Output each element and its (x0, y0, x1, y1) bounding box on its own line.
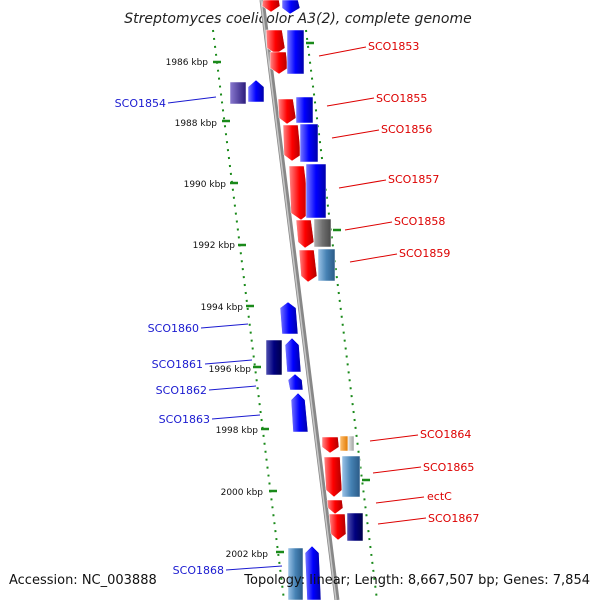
gene-arrow[interactable] (290, 392, 309, 433)
gene-arrow[interactable] (288, 165, 311, 221)
gene-box[interactable] (346, 512, 364, 542)
leader-line (326, 97, 375, 107)
gene-box[interactable] (229, 81, 247, 105)
leader-line (208, 385, 257, 391)
gene-label-left[interactable]: SCO1860 (148, 322, 199, 335)
gene-label-left[interactable]: SCO1868 (173, 564, 224, 577)
gene-box[interactable] (265, 339, 283, 376)
leader-line (211, 414, 261, 420)
leader-line (204, 359, 253, 365)
leader-line (338, 179, 387, 189)
leader-line (369, 434, 419, 442)
gene-arrow[interactable] (321, 436, 340, 454)
scale-label: 2000 kbp (221, 488, 264, 498)
gene-arrow[interactable] (279, 301, 299, 335)
gene-label-left[interactable]: SCO1862 (156, 384, 207, 397)
gene-box[interactable] (299, 123, 319, 163)
leader-line (344, 221, 393, 231)
gene-label-right[interactable]: SCO1867 (428, 512, 479, 525)
leader-line (331, 129, 380, 139)
gene-arrow[interactable] (261, 0, 281, 13)
accession-label: Accession: NC_003888 (9, 573, 157, 588)
gene-label-right[interactable]: SCO1856 (381, 123, 432, 136)
gene-box[interactable] (286, 29, 305, 75)
gene-box[interactable] (317, 248, 336, 282)
leader-line (167, 96, 217, 104)
left-gene-labels (167, 96, 283, 571)
scale-label: 1994 kbp (201, 303, 244, 313)
gene-arrow[interactable] (269, 51, 289, 75)
gene-arrow[interactable] (328, 513, 347, 541)
gene-arrow[interactable] (295, 219, 315, 249)
gene-box[interactable] (341, 455, 361, 498)
gene-label-right[interactable]: SCO1864 (420, 428, 471, 441)
gene-arrow[interactable] (282, 124, 302, 162)
gene-arrow[interactable] (298, 249, 318, 283)
gene-arrow[interactable] (247, 79, 265, 103)
leader-line (225, 565, 283, 571)
leader-line (349, 253, 398, 263)
scale-label: 1996 kbp (209, 365, 252, 375)
gene-label-left[interactable]: SCO1854 (115, 97, 166, 110)
scale-ticks (213, 60, 284, 554)
gene-arrow[interactable] (265, 29, 286, 55)
genome-axis-highlight (260, 0, 337, 600)
gene-label-right[interactable]: SCO1853 (368, 40, 419, 53)
gene-label-right[interactable]: SCO1858 (394, 215, 445, 228)
genome-summary: Topology: linear; Length: 8,667,507 bp; … (244, 573, 590, 588)
gene-box[interactable] (305, 163, 327, 219)
gene-label-left[interactable]: SCO1863 (159, 413, 210, 426)
gene-label-right[interactable]: SCO1859 (399, 247, 450, 260)
gene-box[interactable] (339, 435, 349, 452)
scale-label: 1992 kbp (193, 241, 236, 251)
gene-arrow[interactable] (277, 98, 297, 125)
map-title: Streptomyces coelicolor A3(2), complete … (124, 11, 472, 27)
scale-label: 1998 kbp (216, 426, 259, 436)
scale-label: 1990 kbp (184, 180, 227, 190)
right-gene-labels (318, 46, 427, 525)
leader-line (318, 46, 367, 57)
scale-ticks-right (306, 41, 370, 482)
gene-label-right[interactable]: ectC (427, 490, 452, 503)
gene-box[interactable] (295, 96, 314, 124)
leader-line (200, 323, 249, 329)
genome-axis (259, 0, 340, 600)
gene-box[interactable] (313, 218, 332, 248)
reverse-strand-genes (281, 0, 364, 542)
scale-labels: 1986 kbp 1988 kbp 1990 kbp 1992 kbp 1994… (166, 58, 269, 560)
gene-box[interactable] (347, 435, 355, 452)
gene-box[interactable] (287, 547, 304, 600)
gene-label-right[interactable]: SCO1865 (423, 461, 474, 474)
gene-arrow[interactable] (284, 337, 302, 373)
gene-arrow[interactable] (287, 373, 304, 391)
gene-arrow[interactable] (281, 0, 301, 15)
scale-label: 1986 kbp (166, 58, 209, 68)
left-guide-line (212, 29, 285, 600)
scale-label: 1988 kbp (175, 119, 218, 129)
gene-label-right[interactable]: SCO1857 (388, 173, 439, 186)
gene-label-right[interactable]: SCO1855 (376, 92, 427, 105)
leader-line (372, 466, 422, 474)
leader-line (377, 517, 427, 525)
gene-label-left[interactable]: SCO1861 (152, 358, 203, 371)
scale-label: 2002 kbp (226, 550, 269, 560)
left-side-genes (229, 79, 322, 600)
gene-arrow[interactable] (304, 545, 322, 600)
gene-arrow[interactable] (326, 499, 344, 515)
forward-strand-genes (261, 0, 347, 541)
leader-line (375, 496, 425, 504)
gene-arrow[interactable] (323, 456, 343, 498)
